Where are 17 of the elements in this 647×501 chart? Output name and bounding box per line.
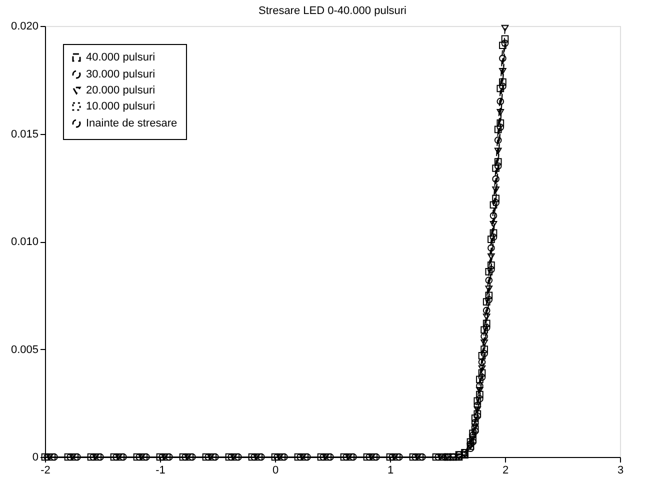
y-tick-label: 0.005 [10, 344, 38, 356]
legend-label: 40.000 pulsuri [86, 52, 156, 64]
x-tick-label: 1 [387, 464, 394, 476]
x-tick-label: -1 [156, 464, 166, 476]
chart-title: Stresare LED 0-40.000 pulsuri [258, 5, 406, 17]
y-tick-label: 0.015 [10, 128, 38, 140]
x-tick-label: 2 [502, 464, 509, 476]
legend-label: 10.000 pulsuri [86, 100, 156, 112]
legend-label: Inainte de stresare [86, 118, 178, 130]
y-tick-label: 0 [32, 452, 38, 464]
legend-label: 30.000 pulsuri [86, 68, 156, 80]
x-tick-label: 3 [617, 464, 624, 476]
x-tick-label: -2 [40, 464, 50, 476]
x-tick-label: 0 [272, 464, 279, 476]
legend-label: 20.000 pulsuri [86, 84, 156, 96]
y-tick-label: 0.010 [10, 236, 38, 248]
y-tick-label: 0.020 [10, 20, 38, 32]
